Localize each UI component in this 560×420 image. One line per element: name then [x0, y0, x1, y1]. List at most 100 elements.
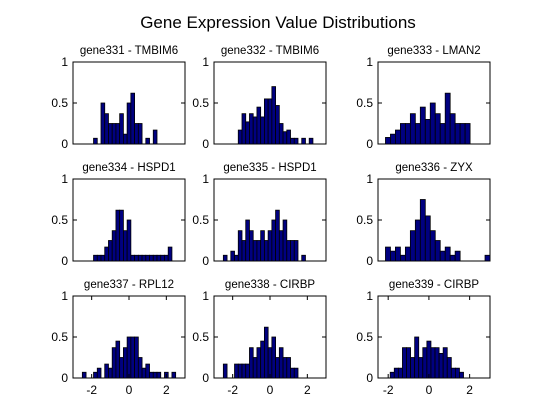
histogram-bar [439, 250, 446, 262]
subplot-title: gene333 - LMAN2 [387, 45, 480, 57]
histogram-bar [449, 113, 456, 145]
subplot-7: gene337 - RPL12 0 0.5 1 -2 0 2 [51, 279, 186, 397]
histogram-bar [267, 98, 273, 145]
y-tick-label: 0.5 [356, 330, 373, 344]
histogram-bar [410, 357, 416, 379]
histogram-bar [108, 367, 113, 379]
histogram-bar [260, 116, 265, 145]
y-tick-label: 1 [202, 55, 209, 69]
histogram-bar [409, 113, 416, 145]
figure-title: Gene Expression Value Distributions [140, 13, 416, 32]
x-tick-label: 0 [426, 383, 433, 397]
histogram-bar [130, 336, 136, 379]
histogram-bar [301, 137, 306, 145]
histogram-bar [245, 219, 250, 262]
histogram-bar [119, 357, 124, 379]
histogram-bar [444, 246, 451, 262]
histogram-bar [286, 240, 291, 262]
histogram-bar [152, 129, 158, 145]
histogram-bar [418, 357, 424, 379]
subplot-title: gene336 - ZYX [395, 162, 473, 174]
histogram-bar [145, 254, 150, 262]
y-tick-label: 1 [366, 172, 373, 186]
subplot-2: gene332 - TMBIM6 0 0.5 1 [192, 45, 327, 151]
histogram-bar [404, 123, 411, 145]
histogram-bar [282, 219, 288, 262]
histogram-bar [267, 347, 273, 379]
histogram-bar [404, 246, 411, 262]
histogram-bar [111, 230, 117, 262]
histogram-bar [104, 363, 109, 379]
histogram-bar [141, 367, 147, 379]
histogram-bar [145, 363, 150, 379]
histogram-bar [301, 254, 306, 262]
subplot-title: gene331 - TMBIM6 [80, 45, 178, 57]
histogram-bar [115, 123, 121, 145]
histogram-bar [409, 230, 416, 262]
y-tick-label: 0.5 [51, 213, 68, 227]
histogram-bar [444, 92, 451, 145]
histogram-bar [104, 246, 109, 262]
histogram-bar [241, 363, 247, 379]
histogram-bar [389, 371, 395, 379]
histogram-bar [96, 367, 102, 379]
histogram-bar [171, 371, 177, 379]
histogram-bar [108, 240, 113, 262]
histogram-bar [126, 102, 132, 145]
histogram-bar [149, 254, 154, 262]
histogram-bar [137, 254, 143, 262]
y-tick-label: 0 [202, 371, 209, 385]
y-tick-label: 0 [202, 137, 209, 151]
y-tick-label: 0 [366, 371, 373, 385]
histogram-bar [252, 116, 258, 145]
histogram-bar [275, 209, 280, 262]
histogram-bar [293, 137, 299, 145]
histogram-bar [419, 106, 426, 145]
histogram-bar [442, 347, 448, 379]
subplot-title: gene338 - CIRBP [225, 279, 315, 291]
histogram-bar [414, 123, 421, 145]
histogram-bar [152, 371, 158, 379]
histogram-bar [152, 254, 158, 262]
x-tick-label: 2 [466, 383, 473, 397]
histogram-bar [141, 254, 147, 262]
histogram-bar [271, 219, 277, 262]
y-tick-label: 0 [61, 371, 68, 385]
y-tick-label: 0 [61, 137, 68, 151]
x-tick-label: 2 [304, 383, 311, 397]
histogram-bar [156, 371, 162, 379]
histogram-bar [402, 347, 407, 379]
histogram-bar [234, 363, 239, 379]
histogram-bar [234, 254, 239, 262]
y-tick-label: 1 [202, 289, 209, 303]
histogram-bar [271, 336, 277, 379]
histogram-bar [278, 347, 284, 379]
histogram-bar [119, 113, 124, 145]
histogram-bar [426, 340, 432, 379]
histogram-bar [115, 340, 121, 379]
histogram-bar [263, 98, 269, 145]
histogram-bar [81, 371, 87, 379]
histogram-bar [293, 240, 299, 262]
histogram-bar [267, 230, 273, 262]
histogram-bar [484, 254, 491, 262]
histogram-bar [286, 129, 291, 145]
subplot-8: gene338 - CIRBP 0 0.5 1 -2 0 2 [192, 279, 327, 397]
histogram-bar [385, 137, 391, 145]
subplot-9: gene339 - CIRBP 0 0.5 1 -2 0 2 [356, 279, 491, 397]
histogram-bar [241, 240, 247, 262]
histogram-bar [446, 357, 452, 379]
x-tick-label: 0 [126, 383, 133, 397]
histogram-bar [434, 113, 441, 145]
subplot-title: gene334 - HSPD1 [82, 162, 175, 174]
histogram-bar [249, 347, 254, 379]
y-tick-label: 0 [366, 254, 373, 268]
histogram-bar [237, 129, 243, 145]
subplot-1: gene331 - TMBIM6 0 0.5 1 [51, 45, 186, 151]
histogram-bar [464, 123, 471, 145]
histogram-bar [134, 336, 139, 379]
histogram-bar [429, 102, 436, 145]
histogram-bar [290, 137, 295, 145]
subplot-title: gene337 - RPL12 [84, 279, 174, 291]
histogram-bar [390, 133, 396, 145]
